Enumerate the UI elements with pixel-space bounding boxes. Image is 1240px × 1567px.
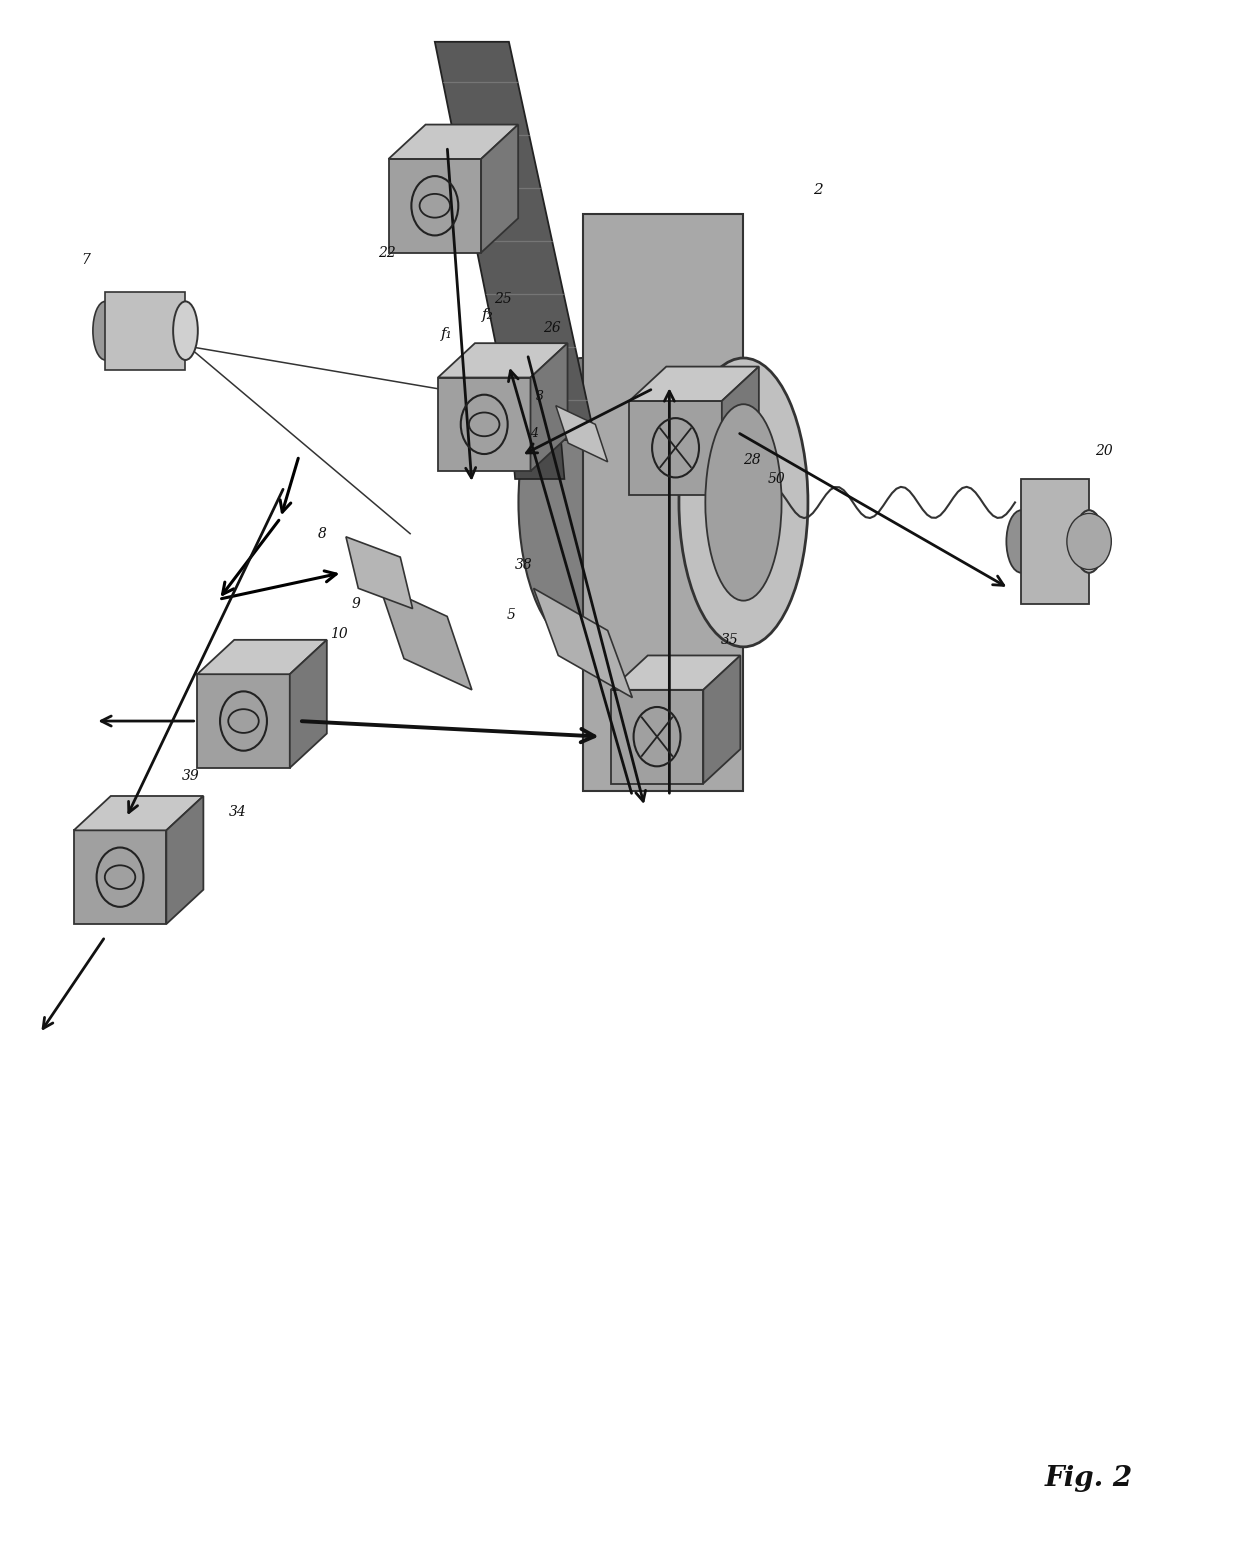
- Text: 28: 28: [744, 453, 761, 467]
- Polygon shape: [73, 831, 166, 925]
- Text: 10: 10: [330, 627, 347, 641]
- Polygon shape: [583, 213, 744, 791]
- Polygon shape: [611, 689, 703, 784]
- Polygon shape: [388, 158, 481, 252]
- Polygon shape: [556, 406, 608, 462]
- Polygon shape: [703, 655, 740, 784]
- Polygon shape: [629, 367, 759, 401]
- Text: 39: 39: [182, 769, 200, 782]
- Polygon shape: [722, 367, 759, 495]
- Polygon shape: [290, 639, 327, 768]
- Polygon shape: [438, 343, 568, 378]
- Polygon shape: [166, 796, 203, 925]
- Polygon shape: [1022, 480, 1089, 603]
- Polygon shape: [105, 291, 186, 370]
- Text: 8: 8: [317, 527, 326, 541]
- Polygon shape: [73, 796, 203, 831]
- Text: 4: 4: [531, 428, 538, 440]
- Polygon shape: [346, 537, 413, 608]
- Ellipse shape: [706, 404, 781, 600]
- Text: 3: 3: [536, 390, 543, 403]
- Polygon shape: [629, 401, 722, 495]
- Text: 50: 50: [768, 472, 786, 486]
- Polygon shape: [611, 655, 740, 689]
- Ellipse shape: [1074, 511, 1104, 572]
- Polygon shape: [388, 124, 518, 158]
- Text: 34: 34: [228, 804, 247, 818]
- Text: 22: 22: [378, 246, 396, 260]
- Polygon shape: [481, 124, 518, 252]
- Polygon shape: [508, 409, 564, 480]
- Polygon shape: [438, 378, 531, 472]
- Text: 35: 35: [722, 633, 739, 647]
- Ellipse shape: [93, 301, 118, 360]
- Text: f₂: f₂: [482, 309, 494, 323]
- Polygon shape: [533, 588, 632, 697]
- Ellipse shape: [174, 301, 198, 360]
- Text: Fig. 2: Fig. 2: [1045, 1465, 1133, 1492]
- Polygon shape: [197, 639, 327, 674]
- Text: 26: 26: [543, 321, 562, 335]
- Text: 7: 7: [82, 252, 91, 266]
- Polygon shape: [197, 674, 290, 768]
- Ellipse shape: [680, 357, 808, 647]
- Text: 5: 5: [506, 608, 515, 622]
- Text: 9: 9: [352, 597, 361, 611]
- Text: 38: 38: [515, 558, 533, 572]
- Polygon shape: [435, 42, 595, 440]
- Circle shape: [1066, 514, 1111, 569]
- Ellipse shape: [1007, 511, 1035, 572]
- Text: 25: 25: [494, 293, 512, 307]
- Ellipse shape: [518, 357, 647, 647]
- Polygon shape: [531, 343, 568, 472]
- Text: f₁: f₁: [441, 328, 453, 340]
- Polygon shape: [379, 584, 472, 689]
- Text: 20: 20: [1095, 443, 1112, 458]
- Text: 2: 2: [812, 183, 822, 197]
